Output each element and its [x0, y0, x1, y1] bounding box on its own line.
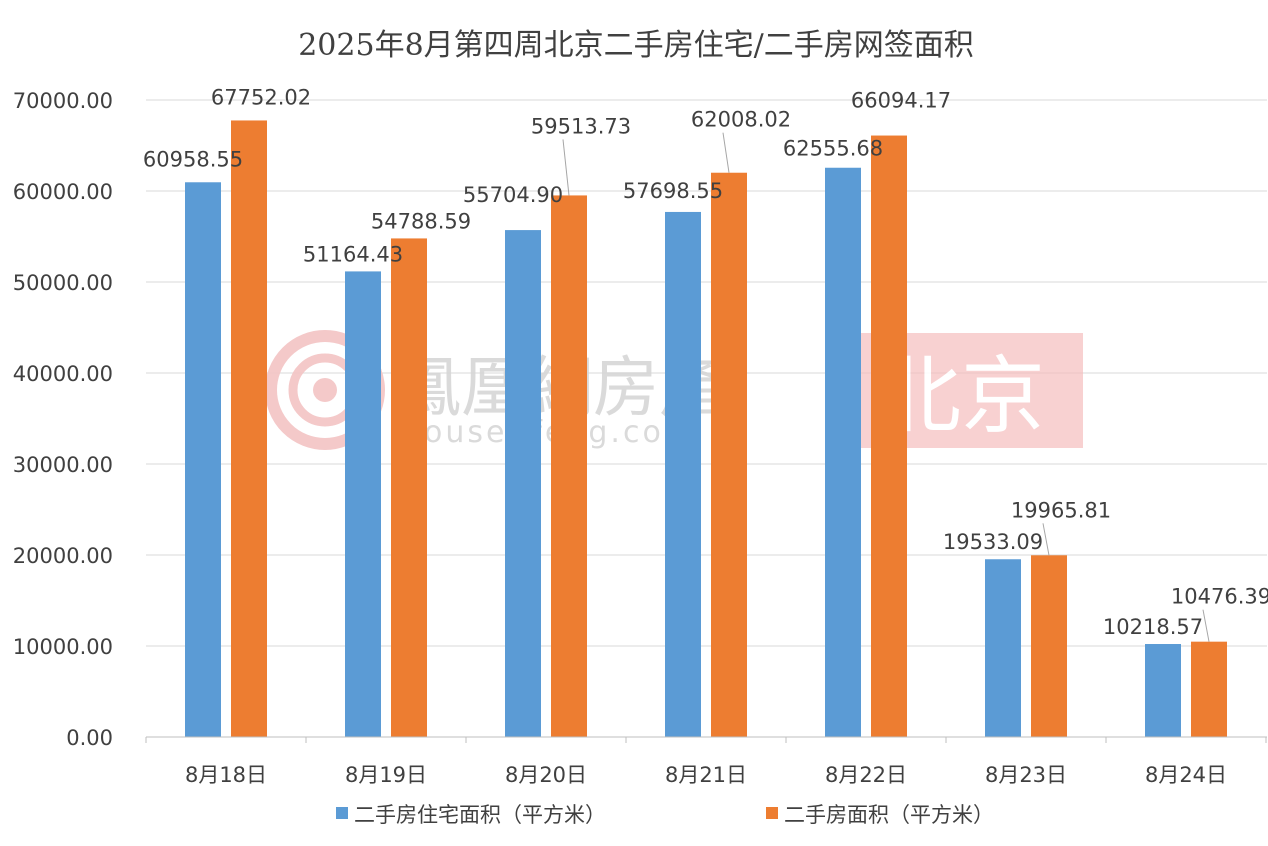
bar-series1 — [345, 271, 381, 737]
x-tick-label: 8月22日 — [825, 763, 907, 787]
bars — [185, 120, 1227, 738]
chart-title: 2025年8月第四周北京二手房住宅/二手房网签面积 — [298, 28, 974, 63]
y-tick-label: 60000.00 — [13, 180, 113, 204]
data-label-series2: 19965.81 — [1011, 498, 1111, 522]
leader-line — [562, 139, 570, 196]
leader-line — [1042, 523, 1050, 556]
gridlines — [146, 99, 1267, 647]
y-tick-label: 40000.00 — [13, 362, 113, 386]
data-label-series1: 57698.55 — [623, 179, 723, 203]
legend-swatch-series1 — [336, 807, 348, 819]
y-tick-label: 30000.00 — [13, 453, 113, 477]
data-label-series1: 62555.68 — [783, 137, 883, 161]
leader-lines — [562, 132, 1210, 642]
bar-series1 — [825, 167, 861, 738]
watermark-url: house.ifeng.com — [402, 415, 696, 450]
data-label-series1: 51164.43 — [303, 242, 403, 266]
legend-label-series1: 二手房住宅面积（平方米） — [354, 803, 606, 827]
data-label-series1: 10218.57 — [1103, 615, 1203, 639]
bar-series2 — [1191, 641, 1227, 737]
x-tick-label: 8月19日 — [345, 763, 427, 787]
data-label-series2: 67752.02 — [211, 85, 311, 109]
data-label-series1: 60958.55 — [143, 147, 243, 171]
x-tick-label: 8月24日 — [1145, 763, 1227, 787]
bar-series2 — [1031, 555, 1067, 737]
data-label-series2: 54788.59 — [371, 209, 471, 233]
x-tick-label: 8月21日 — [665, 763, 747, 787]
legend: 二手房住宅面积（平方米） 二手房面积（平方米） — [336, 803, 994, 827]
y-axis-ticks: 0.00 10000.00 20000.00 30000.00 40000.00 5000… — [13, 89, 113, 750]
data-label-series2: 62008.02 — [691, 108, 791, 132]
bar-series1 — [185, 182, 221, 737]
bar-series1 — [1145, 644, 1181, 737]
x-tick-label: 8月18日 — [185, 763, 267, 787]
bar-series2 — [871, 135, 907, 737]
legend-swatch-series2 — [766, 807, 778, 819]
y-tick-label: 0.00 — [66, 726, 113, 750]
bar-series2 — [711, 172, 747, 737]
y-tick-label: 50000.00 — [13, 271, 113, 295]
legend-label-series2: 二手房面积（平方米） — [784, 803, 994, 827]
bar-series1 — [665, 211, 701, 738]
data-labels: 60958.55 67752.02 51164.43 54788.5955704.90… — [143, 85, 1268, 639]
bar-series1 — [505, 230, 541, 738]
x-axis-tick-marks — [145, 737, 1267, 743]
bar-series2 — [391, 238, 427, 737]
data-label-series2: 59513.73 — [531, 114, 631, 138]
bar-series1 — [985, 559, 1021, 737]
bar-series2 — [231, 120, 267, 738]
leader-line — [1202, 609, 1210, 642]
bar-series2 — [551, 195, 587, 738]
data-label-series1: 19533.09 — [943, 530, 1043, 554]
leader-line — [722, 132, 730, 173]
x-axis-labels: 8月18日 8月19日 8月20日 8月21日 8月22日 8月23日 8月24日 — [185, 763, 1227, 787]
x-tick-label: 8月20日 — [505, 763, 587, 787]
y-tick-label: 20000.00 — [13, 544, 113, 568]
y-tick-label: 70000.00 — [13, 89, 113, 113]
data-label-series2: 66094.17 — [851, 89, 951, 113]
y-tick-label: 10000.00 — [13, 635, 113, 659]
data-label-series1: 55704.90 — [463, 183, 563, 207]
data-label-series2: 10476.39 — [1171, 585, 1268, 609]
x-tick-label: 8月23日 — [985, 763, 1067, 787]
